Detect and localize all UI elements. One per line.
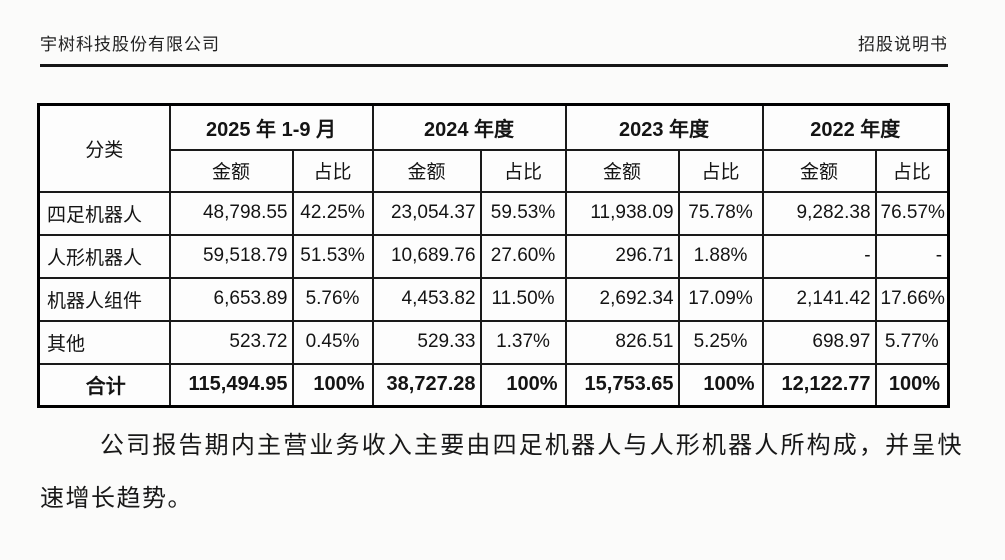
- table-row-components: 机器人组件 6,653.89 5.76% 4,453.82 11.50% 2,6…: [37, 276, 950, 322]
- commentary-paragraph: 公司报告期内主营业务收入主要由四足机器人与人形机器人所构成，并呈快速增长趋势。: [40, 433, 963, 512]
- amount-cell: 296.71: [564, 233, 680, 279]
- table-row-humanoid: 人形机器人 59,518.79 51.53% 10,689.76 27.60% …: [37, 233, 950, 279]
- page-header: 宇树科技股份有限公司 招股说明书: [40, 30, 948, 67]
- ratio-cell: 17.66%: [874, 276, 950, 322]
- total-amount-cell: 12,122.77: [761, 362, 877, 408]
- amount-cell: 9,282.38: [761, 190, 877, 236]
- ratio-cell: 17.09%: [677, 276, 764, 322]
- revenue-breakdown-table: 分类 2025 年 1-9 月 2024 年度 2023 年度 2022 年度 …: [37, 103, 951, 408]
- period-header-2023: 2023 年度: [564, 103, 764, 151]
- ratio-cell: 1.37%: [479, 319, 567, 365]
- total-ratio-cell: 100%: [291, 362, 374, 408]
- ratio-cell: 11.50%: [479, 276, 567, 322]
- ratio-subheader: 占比: [291, 148, 374, 193]
- ratio-cell: 0.45%: [291, 319, 374, 365]
- amount-subheader: 金额: [761, 148, 877, 193]
- ratio-subheader: 占比: [677, 148, 764, 193]
- amount-cell: 698.97: [761, 319, 877, 365]
- period-header-2022: 2022 年度: [761, 103, 950, 151]
- ratio-cell: 5.76%: [291, 276, 374, 322]
- total-amount-cell: 115,494.95: [168, 362, 294, 408]
- amount-subheader: 金额: [564, 148, 680, 193]
- amount-cell: 10,689.76: [371, 233, 482, 279]
- ratio-cell: 76.57%: [874, 190, 950, 236]
- category-cell: 其他: [37, 319, 171, 365]
- total-amount-cell: 15,753.65: [564, 362, 680, 408]
- amount-cell-dash: -: [761, 233, 877, 279]
- table-row-quadruped: 四足机器人 48,798.55 42.25% 23,054.37 59.53% …: [37, 190, 950, 236]
- category-cell: 四足机器人: [37, 190, 171, 236]
- amount-cell: 59,518.79: [168, 233, 294, 279]
- ratio-subheader: 占比: [479, 148, 567, 193]
- amount-subheader: 金额: [168, 148, 294, 193]
- ratio-cell: 59.53%: [479, 190, 567, 236]
- amount-cell: 2,692.34: [564, 276, 680, 322]
- amount-cell: 48,798.55: [168, 190, 294, 236]
- ratio-cell: 27.60%: [479, 233, 567, 279]
- total-ratio-cell: 100%: [677, 362, 764, 408]
- ratio-cell: 51.53%: [291, 233, 374, 279]
- category-cell: 机器人组件: [37, 276, 171, 322]
- total-ratio-cell: 100%: [479, 362, 567, 408]
- amount-cell: 529.33: [371, 319, 482, 365]
- amount-cell: 6,653.89: [168, 276, 294, 322]
- ratio-cell: 5.25%: [677, 319, 764, 365]
- period-header-2025: 2025 年 1-9 月: [168, 103, 374, 151]
- amount-cell: 523.72: [168, 319, 294, 365]
- ratio-cell: 1.88%: [677, 233, 764, 279]
- ratio-subheader: 占比: [874, 148, 950, 193]
- table-row-total: 合计 115,494.95 100% 38,727.28 100% 15,753…: [37, 362, 950, 408]
- category-column-header: 分类: [37, 103, 171, 193]
- ratio-cell-dash: -: [874, 233, 950, 279]
- amount-cell: 23,054.37: [371, 190, 482, 236]
- amount-cell: 11,938.09: [564, 190, 680, 236]
- document-type-label: 招股说明书: [858, 35, 948, 54]
- category-cell: 人形机器人: [37, 233, 171, 279]
- table-row-other: 其他 523.72 0.45% 529.33 1.37% 826.51 5.25…: [37, 319, 950, 365]
- total-ratio-cell: 100%: [874, 362, 950, 408]
- total-label-cell: 合计: [37, 362, 171, 408]
- total-amount-cell: 38,727.28: [371, 362, 482, 408]
- ratio-cell: 5.77%: [874, 319, 950, 365]
- ratio-cell: 75.78%: [677, 190, 764, 236]
- amount-cell: 4,453.82: [371, 276, 482, 322]
- amount-cell: 2,141.42: [761, 276, 877, 322]
- period-header-2024: 2024 年度: [371, 103, 567, 151]
- amount-subheader: 金额: [371, 148, 482, 193]
- company-name: 宇树科技股份有限公司: [40, 35, 220, 54]
- ratio-cell: 42.25%: [291, 190, 374, 236]
- amount-cell: 826.51: [564, 319, 680, 365]
